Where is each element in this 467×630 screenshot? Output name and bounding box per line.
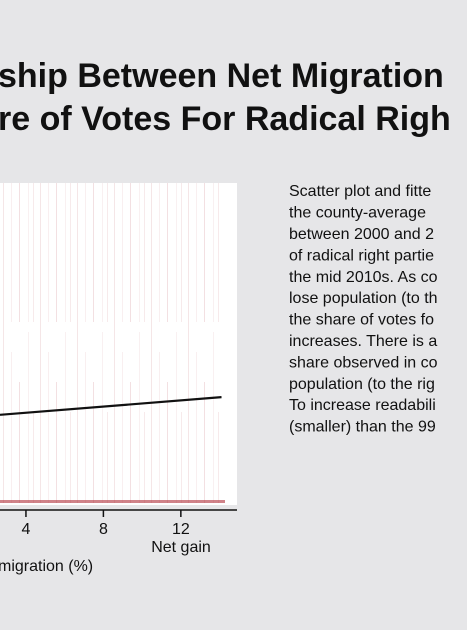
description-line: lose population (to th: [289, 290, 438, 307]
description-line: the mid 2010s. As co: [289, 269, 438, 286]
x-tick-label: 4: [21, 521, 30, 538]
description-line: population (to the rig: [289, 376, 435, 393]
description-line: Scatter plot and fitte: [289, 183, 431, 200]
description-line: of radical right partie: [289, 247, 434, 264]
title-line: ship Between Net Migration: [0, 57, 444, 95]
description-line: between 2000 and 2: [289, 226, 434, 243]
description-line: increases. There is a: [289, 333, 437, 350]
fit-line: [0, 396, 222, 416]
x-tick-label: 12: [172, 521, 190, 538]
x-annotation: Net gain: [151, 539, 211, 556]
description-line: To increase readabili: [289, 397, 436, 414]
plot: 4 8 12: [0, 396, 222, 538]
description-line: the county-average: [289, 205, 426, 222]
description: Scatter plot and fitte the county-average…: [289, 183, 438, 435]
x-axis-label: migration (%): [0, 558, 93, 575]
scatter-baseline: [0, 500, 225, 503]
scatter-texture: [0, 183, 225, 503]
description-line: (smaller) than the 99: [289, 419, 436, 436]
description-line: the share of votes fo: [289, 312, 434, 329]
description-line: share observed in co: [289, 354, 438, 371]
title-line: re of Votes For Radical Righ: [0, 100, 451, 138]
x-tick-label: 8: [99, 521, 108, 538]
